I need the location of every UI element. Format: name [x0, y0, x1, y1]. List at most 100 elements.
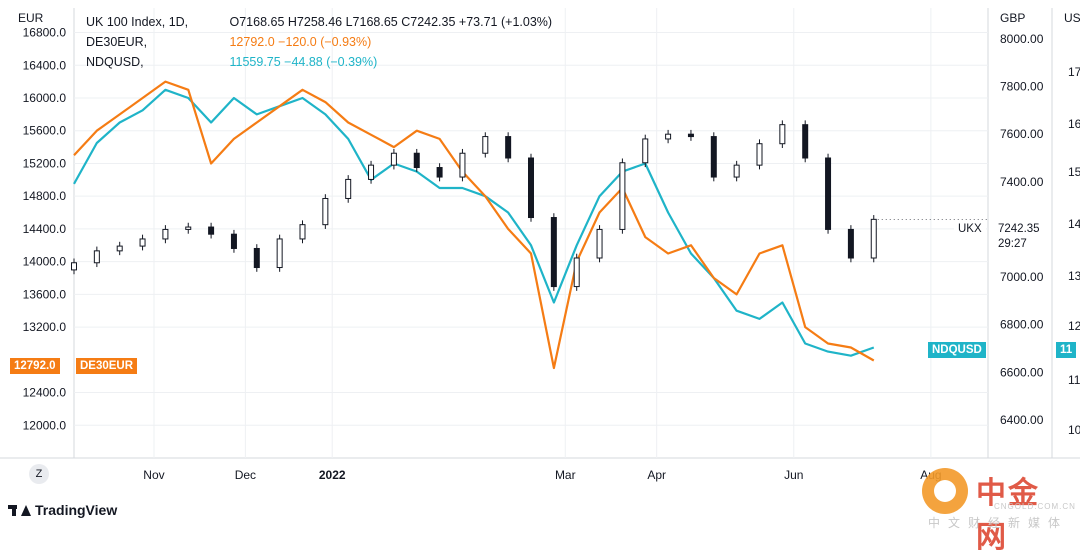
ukx-candle-body — [459, 152, 466, 178]
ukx-candle-body — [276, 238, 283, 269]
ukx-price-tag-value: 7242.35 — [998, 223, 1040, 235]
right-tick-label: 8000.00 — [1000, 32, 1044, 46]
left-tick-label: 15600.0 — [23, 124, 67, 138]
legend-ndq: NDQUSD, 11559.75 −44.88 (−0.39%) — [86, 52, 552, 72]
de30-name-tag-label: DE30EUR — [80, 360, 134, 372]
ukx-candle-body — [345, 178, 352, 199]
ukx-candle-body — [596, 228, 603, 259]
watermark: 中金网 CNGOLD.COM.CN 中文财经新媒体 — [920, 466, 1075, 555]
ukx-candle-body — [687, 133, 694, 138]
ndq-name-tag: NDQUSD — [928, 342, 986, 358]
ukx-candle-body — [230, 233, 237, 249]
ndq-price-tag-value: 11 — [1060, 344, 1073, 356]
ukx-candle-body — [573, 257, 580, 288]
left-tick-label: 16000.0 — [23, 91, 67, 105]
ukx-countdown-tag: 29:27 — [994, 236, 1031, 252]
ukx-candle-body — [505, 136, 512, 159]
legend-ndq-value: 11559.75 −44.88 (−0.39%) — [229, 55, 378, 69]
ukx-candle-body — [870, 218, 877, 259]
right-tick-label: 6600.00 — [1000, 365, 1044, 379]
ukx-candle-body — [390, 152, 397, 166]
left-tick-label: 14400.0 — [23, 222, 67, 236]
far-right-tick-label: 120 — [1068, 319, 1080, 333]
ukx-candle-body — [665, 133, 672, 140]
de30-name-tag: DE30EUR — [76, 358, 138, 374]
ukx-candle-body — [185, 226, 192, 230]
ukx-price-tag: 7242.35 — [994, 221, 1044, 237]
far-right-tick-label: 140 — [1068, 217, 1080, 231]
ndq-line — [73, 88, 875, 357]
ndq-name-tag-label: NDQUSD — [932, 344, 982, 356]
left-tick-label: 12400.0 — [23, 386, 67, 400]
time-tick-label: 2022 — [319, 468, 346, 482]
left-tick-label: 13600.0 — [23, 287, 67, 301]
watermark-sub: 中文财经新媒体 — [928, 516, 1069, 530]
ukx-candle-body — [93, 250, 100, 264]
ukx-candle-body — [528, 157, 534, 219]
ukx-candle-body — [779, 124, 786, 145]
ukx-candle-body — [642, 138, 649, 164]
far-right-tick-label: 160 — [1068, 117, 1080, 131]
ukx-candle-body — [322, 197, 329, 226]
far-right-tick-label: 130 — [1068, 269, 1080, 283]
legend-de30: DE30EUR, 12792.0 −120.0 (−0.93%) — [86, 32, 552, 52]
ukx-candle-body — [253, 247, 260, 269]
ukx-candle-body — [619, 162, 626, 230]
left-tick-label: 16400.0 — [23, 58, 67, 72]
ukx-candle-body — [71, 262, 77, 271]
legend-ukx-symbol: UK 100 Index, 1D, — [86, 15, 189, 29]
ukx-candle-body — [139, 238, 146, 247]
de30-price-tag: 12792.0 — [10, 358, 60, 374]
far-right-tick-label: 170 — [1068, 65, 1080, 79]
right-tick-label: 7400.00 — [1000, 175, 1044, 189]
tradingview-label: TradingView — [35, 502, 118, 518]
legend-ndq-name: NDQUSD, — [86, 55, 144, 69]
time-tick-label: Apr — [647, 468, 666, 482]
legend-ukx: UK 100 Index, 1D, O7168.65 H7258.46 L716… — [86, 12, 552, 32]
ukx-candle-body — [116, 245, 123, 252]
time-tick-label: Jun — [784, 468, 803, 482]
legend-de30-name: DE30EUR, — [86, 35, 148, 49]
left-tick-label: 13200.0 — [23, 320, 67, 334]
far-right-axis-unit: US — [1064, 11, 1080, 25]
ukx-candle-body — [299, 224, 306, 240]
right-tick-label: 6800.00 — [1000, 318, 1044, 332]
far-right-tick-label: 100 — [1068, 423, 1080, 437]
ukx-candle-body — [847, 228, 854, 259]
ukx-candle-body — [550, 217, 557, 288]
legend-low: L7168.65 — [345, 15, 398, 29]
ukx-candle-body — [733, 164, 740, 178]
zoom-reset-button[interactable]: Z — [29, 464, 49, 484]
ukx-candle-body — [436, 167, 443, 178]
ukx-candle-body — [825, 157, 832, 230]
watermark-cn: 中金网 — [976, 476, 1040, 555]
far-right-tick-label: 150 — [1068, 165, 1080, 179]
left-tick-label: 14800.0 — [23, 189, 67, 203]
time-tick-label: Dec — [235, 468, 256, 482]
watermark-logo-icon — [922, 468, 968, 514]
left-tick-label: 12000.0 — [23, 418, 67, 432]
ukx-name-tag-label: UKX — [958, 223, 982, 235]
legend-de30-value: 12792.0 −120.0 (−0.93%) — [229, 35, 372, 49]
chart-canvas[interactable]: 12000.0 12400.0 13200.0 13600.0 14000.0 14400… — [0, 0, 1080, 540]
legend-high: H7258.46 — [287, 15, 343, 29]
chart-legend: UK 100 Index, 1D, O7168.65 H7258.46 L716… — [86, 12, 552, 72]
legend-change: +73.71 (+1.03%) — [458, 15, 553, 29]
ukx-candle-body — [208, 226, 215, 235]
time-tick-label: Mar — [555, 468, 576, 482]
ukx-countdown-value: 29:27 — [998, 238, 1027, 250]
ukx-candle-body — [802, 124, 809, 159]
legend-open: O7168.65 — [229, 15, 285, 29]
left-tick-label: 14000.0 — [23, 255, 67, 269]
ukx-candle-body — [710, 136, 717, 178]
far-right-tick-label: 110 — [1068, 373, 1080, 387]
ukx-candle-body — [413, 152, 420, 169]
tradingview-branding[interactable]: TradingView — [8, 502, 117, 518]
right-tick-label: 6400.00 — [1000, 413, 1044, 427]
de30-price-tag-value: 12792.0 — [14, 360, 56, 372]
ukx-candle-body — [368, 164, 375, 180]
right-axis-unit: GBP — [1000, 11, 1025, 25]
de30-line — [73, 80, 875, 370]
ukx-name-tag: UKX — [954, 221, 986, 237]
ukx-candle-body — [162, 228, 169, 240]
